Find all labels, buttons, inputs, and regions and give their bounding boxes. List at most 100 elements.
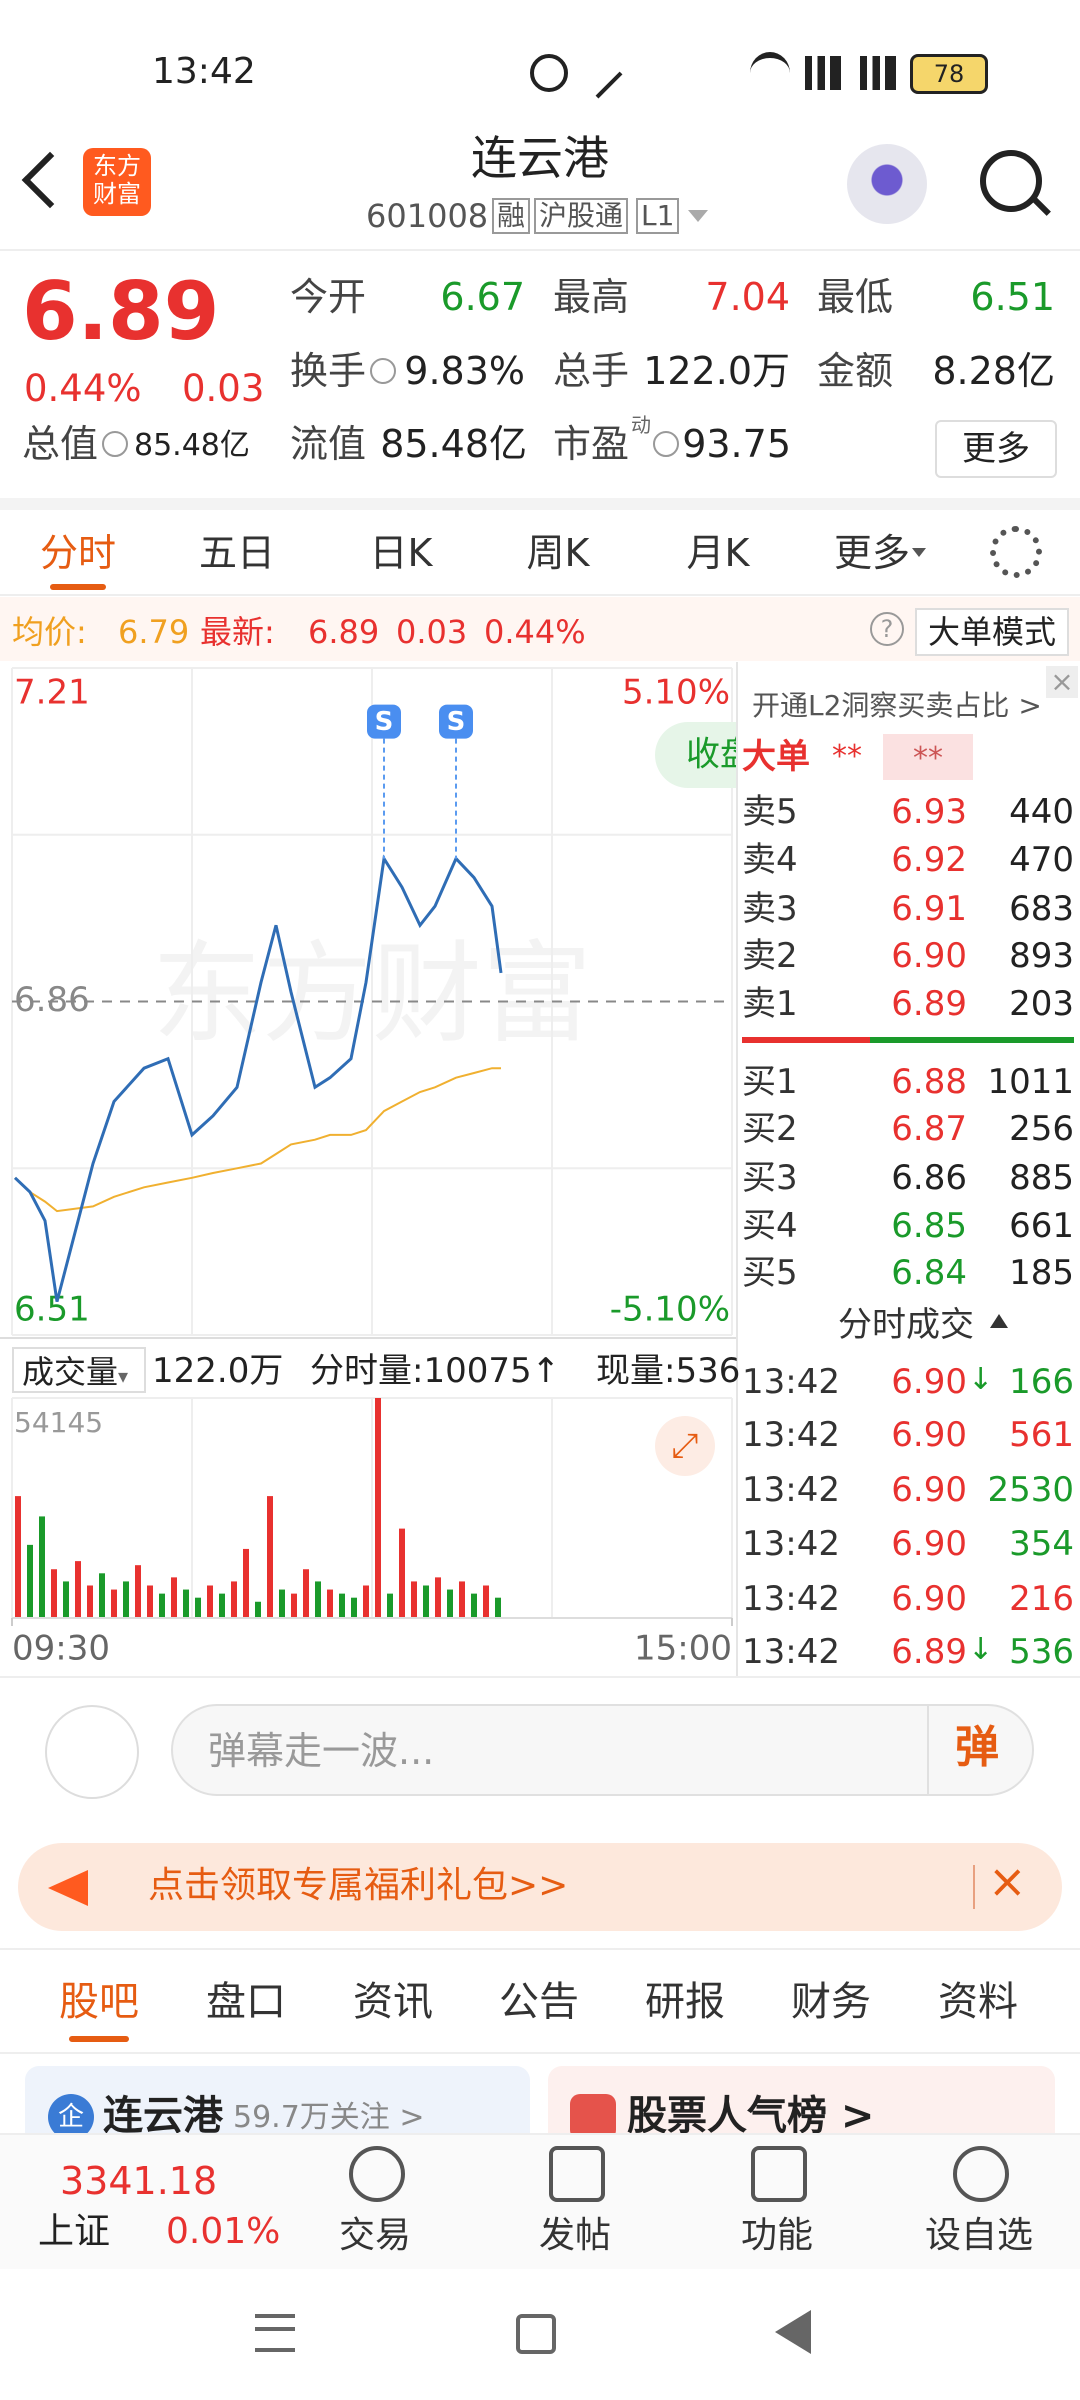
y-tick-label: 6.86	[14, 980, 90, 1020]
promo-banner[interactable]	[18, 1843, 1062, 1931]
help-icon[interactable]: ?	[870, 612, 904, 646]
trade-volume: 354	[1009, 1524, 1074, 1564]
section-tab[interactable]: 研报	[645, 1979, 725, 2025]
book-label: 卖4	[742, 840, 798, 880]
tab[interactable]: 分时	[39, 531, 116, 575]
tab[interactable]: 五日	[198, 531, 275, 575]
nav-label[interactable]: 发帖	[538, 2215, 611, 2256]
more-button[interactable]: 更多	[935, 420, 1057, 478]
card-title: 股票人气榜 >	[627, 2093, 875, 2139]
volume-bar	[255, 1601, 261, 1618]
last-label: 最新:	[200, 613, 275, 651]
book-price: 6.84	[891, 1253, 967, 1293]
volume-bar	[399, 1528, 405, 1618]
section-tab[interactable]: 财务	[791, 1979, 871, 2025]
stat-label: 总值	[22, 422, 99, 466]
close-promo[interactable]: ×	[1046, 666, 1078, 698]
trades-title[interactable]: 分时成交	[838, 1305, 974, 1345]
section-tab[interactable]: 股吧	[59, 1979, 139, 2025]
nav-icon[interactable]	[549, 2146, 605, 2202]
volume-bar	[159, 1593, 165, 1618]
volume-bar	[171, 1577, 177, 1618]
tab[interactable]: 月K	[686, 531, 750, 575]
danmaku-button[interactable]: 弹	[955, 1722, 999, 1773]
assistant-avatar[interactable]	[847, 144, 927, 224]
status-time: 13:42	[152, 51, 256, 92]
stat-label: 金额	[817, 349, 894, 393]
series-line	[14, 1067, 501, 1213]
stat-sup: 动	[631, 413, 651, 437]
avg-price: 6.79	[118, 613, 190, 651]
signal-marker	[439, 704, 473, 739]
book-price: 6.86	[891, 1158, 967, 1198]
trade-volume: 216	[1009, 1579, 1074, 1619]
settings-icon[interactable]	[45, 1705, 139, 1799]
info-icon[interactable]	[370, 358, 396, 384]
tab[interactable]: 周K	[526, 531, 590, 575]
stat-value: 9.83%	[404, 349, 525, 393]
tag: 沪股通	[534, 198, 629, 234]
nav-label[interactable]: 功能	[740, 2215, 813, 2256]
back-key[interactable]	[775, 2310, 811, 2354]
index-value[interactable]: 3341.18	[60, 2159, 218, 2203]
trade-price: 6.90	[891, 1362, 967, 1402]
volume-bar	[411, 1581, 417, 1618]
search-button[interactable]	[980, 150, 1042, 212]
volume-bar	[75, 1561, 81, 1618]
nav-icon[interactable]	[751, 2146, 807, 2202]
minute-volume: 分时量:10075↑	[310, 1351, 561, 1391]
book-volume: 470	[1009, 840, 1074, 880]
signal-label: S	[447, 707, 466, 737]
volume-bar	[27, 1544, 33, 1618]
tab[interactable]: 更多	[833, 531, 910, 575]
stat-value: 85.48亿	[134, 428, 250, 463]
nav-icon[interactable]	[953, 2146, 1009, 2202]
settings-button[interactable]	[990, 526, 1042, 578]
stat-value: 7.04	[705, 275, 790, 319]
nav-icon[interactable]	[349, 2146, 405, 2202]
volume-bar	[63, 1581, 69, 1618]
dropdown-arrow[interactable]	[688, 210, 708, 222]
tab[interactable]: 日K	[369, 531, 433, 575]
last-price: 6.89	[308, 613, 380, 651]
tab-underline	[50, 584, 106, 590]
wifi-icon	[750, 52, 790, 94]
book-volume: 885	[1009, 1158, 1074, 1198]
volume-bar	[111, 1589, 117, 1618]
info-icon[interactable]	[653, 431, 679, 457]
stat-label: 流值	[290, 422, 367, 466]
section-tab[interactable]: 资讯	[353, 1979, 433, 2025]
tab-underline	[69, 2036, 129, 2042]
section-tab[interactable]: 公告	[499, 1979, 579, 2025]
book-volume: 683	[1009, 889, 1074, 929]
section-tab[interactable]: 盘口	[206, 1979, 286, 2025]
trade-price: 6.90	[891, 1524, 967, 1564]
volume-bar	[243, 1548, 249, 1618]
trade-price: 6.90	[891, 1470, 967, 1510]
menu-key[interactable]	[255, 2314, 295, 2352]
section-tab[interactable]: 资料	[938, 1979, 1018, 2025]
menu-key-line	[255, 2327, 295, 2331]
divider	[0, 594, 1080, 596]
volume-selector[interactable]: 成交量▾	[12, 1347, 146, 1393]
mode-button[interactable]: 大单模式	[915, 608, 1069, 656]
volume-bar	[123, 1581, 129, 1618]
stat-value: 8.28亿	[932, 349, 1055, 393]
nav-label[interactable]: 设自选	[924, 2215, 1033, 2256]
nav-label[interactable]: 交易	[338, 2215, 411, 2256]
alarm-icon	[530, 54, 568, 92]
expand-button[interactable]: ⤢	[655, 1416, 715, 1476]
change: 0.03	[182, 367, 265, 410]
comment-input[interactable]	[171, 1704, 1034, 1796]
volume-bar	[147, 1585, 153, 1618]
trade-time: 13:42	[742, 1362, 840, 1402]
volume-bar	[231, 1581, 237, 1618]
trade-price: 6.90	[891, 1579, 967, 1619]
tag: 融	[492, 198, 531, 234]
banner-close[interactable]: ×	[988, 1854, 1027, 1908]
stock-code: 601008	[366, 197, 489, 235]
home-key[interactable]	[516, 2314, 556, 2354]
x-tick-label: 15:00	[634, 1629, 732, 1669]
info-icon[interactable]	[102, 431, 128, 457]
l2-promo[interactable]: 开通L2洞察买卖占比 >	[752, 689, 1042, 722]
